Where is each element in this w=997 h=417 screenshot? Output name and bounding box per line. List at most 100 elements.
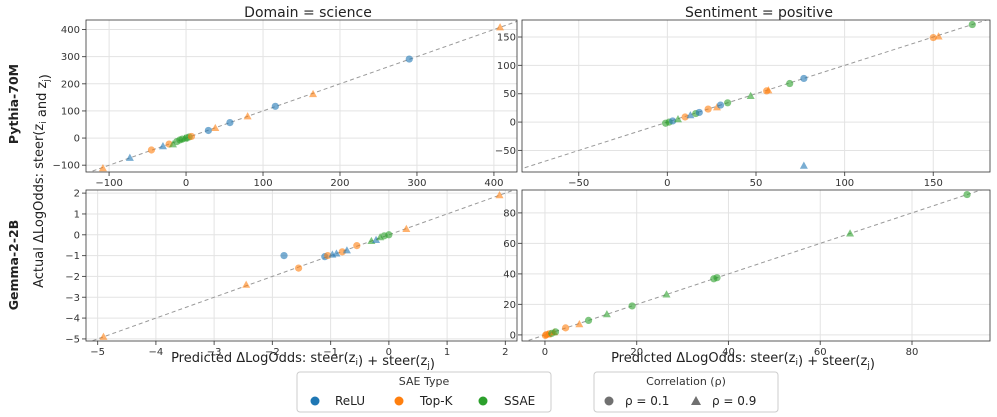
data-point-circle <box>681 113 689 121</box>
data-point-circle <box>294 264 303 272</box>
x-tick-label: 20 <box>630 347 643 358</box>
x-tick-label: 400 <box>484 178 503 189</box>
y-tick-label: −100 <box>53 161 80 172</box>
data-point-circle <box>204 126 212 135</box>
data-point-triangle <box>575 320 584 328</box>
legend-sae-frame <box>296 371 552 413</box>
y-tick-label: 0 <box>510 118 516 129</box>
data-point-triangle <box>99 332 108 340</box>
data-point-triangle <box>332 249 341 257</box>
y-tick-label: −4 <box>65 314 80 325</box>
y-tick-label: −2 <box>65 272 80 283</box>
x-tick-label: 0 <box>386 347 392 358</box>
legend-relu-label: ReLU <box>335 394 365 408</box>
data-point-circle <box>628 302 636 310</box>
data-point-circle <box>561 324 570 332</box>
legend-ssae-marker <box>478 396 488 406</box>
x-tick-label: −3 <box>207 347 222 358</box>
y-tick-label: −1 <box>65 251 80 262</box>
y-tick-label: 0 <box>74 230 80 241</box>
row-label-gemma: Gemma-2-2B <box>6 220 21 311</box>
data-point-circle <box>271 102 279 110</box>
panel-0: −100 0 100 200 300 400 −100 0 100 200 300 400 <box>53 19 518 189</box>
y-tick-label: 100 <box>497 61 516 72</box>
data-point-triangle <box>158 142 167 150</box>
data-point-triangle <box>342 246 351 254</box>
y-tick-label: 200 <box>61 79 80 90</box>
data-point-triangle <box>686 111 695 119</box>
y-tick-label: 50 <box>503 89 516 100</box>
data-point-triangle <box>764 86 773 94</box>
y-tick-label: 2 <box>74 189 80 200</box>
data-point-circle <box>187 132 196 141</box>
y-tick-label: 80 <box>503 208 516 219</box>
data-point-triangle <box>746 91 755 99</box>
legend-topk-label: Top-K <box>419 394 454 408</box>
y-tick-label: 40 <box>503 269 516 280</box>
identity-reference-line <box>90 190 516 341</box>
y-tick-label: −3 <box>65 293 80 304</box>
legend-ssae-label: SSAE <box>504 394 535 408</box>
y-tick-label: 60 <box>503 239 516 250</box>
x-tick-label: −4 <box>149 347 164 358</box>
data-point-triangle <box>846 229 855 237</box>
panel-frame <box>85 19 518 173</box>
x-axis-label-left: Predicted ΔLogOdds: steer(zi) + steer(zj… <box>171 351 435 372</box>
data-point-circle <box>669 117 677 125</box>
data-point-circle <box>963 190 971 199</box>
x-tick-label: 0 <box>542 347 548 358</box>
legend-triangle-marker <box>691 396 701 405</box>
legend-sae-type: SAE Type ReLU Top-K SSAE <box>296 371 552 413</box>
x-tick-label: 100 <box>253 178 272 189</box>
data-point-circle <box>724 99 732 107</box>
legend-sae-title: SAE Type <box>399 375 450 388</box>
y-tick-label: 400 <box>61 25 80 36</box>
x-tick-label: −100 <box>95 178 122 189</box>
y-axis-label: Actual ΔLogOdds: steer(zi and zj) <box>32 74 53 288</box>
x-tick-label: 200 <box>330 178 349 189</box>
data-point-triangle <box>309 89 318 98</box>
y-tick-label: −50 <box>495 146 516 157</box>
data-point-triangle <box>495 191 504 199</box>
x-tick-label: −50 <box>568 178 589 189</box>
x-tick-label: 60 <box>814 347 827 358</box>
x-tick-label: −2 <box>265 347 280 358</box>
x-tick-label: 50 <box>750 178 763 189</box>
legend-corr-title: Correlation (ρ) <box>646 375 726 388</box>
data-point-triangle <box>372 235 381 243</box>
data-point-circle <box>713 274 721 282</box>
plot-area <box>86 20 517 172</box>
y-tick-label: 0 <box>74 134 80 145</box>
data-point-triangle <box>98 164 107 172</box>
x-tick-label: 40 <box>722 347 735 358</box>
col-title-sentiment: Sentiment = positive <box>685 5 833 21</box>
x-axis-label-right: Predicted ΔLogOdds: steer(zi) + steer(zj… <box>611 351 875 372</box>
x-tick-label: 0 <box>664 178 670 189</box>
legend-correlation: Correlation (ρ) ρ = 0.1 ρ = 0.9 <box>593 371 779 413</box>
data-point-circle <box>968 20 976 29</box>
data-point-triangle <box>662 290 671 298</box>
data-point-triangle <box>211 123 220 132</box>
identity-reference-line <box>525 190 983 341</box>
data-point-circle <box>405 55 413 63</box>
data-point-circle <box>786 79 794 88</box>
data-point-circle <box>584 316 593 325</box>
legend-corr-frame <box>593 371 779 413</box>
row-label-pythia: Pythia-70M <box>6 64 21 144</box>
legend-rho-high-label: ρ = 0.9 <box>712 394 756 408</box>
y-tick-label: 0 <box>510 330 516 341</box>
x-tick-label: 100 <box>835 178 854 189</box>
data-point-triangle <box>496 23 505 31</box>
legend-rho-low-label: ρ = 0.1 <box>625 394 669 408</box>
panel-2: −5 −4 −3 −2 −1 0 1 2 −5 −4 −3 −2 −1 0 1 2 <box>65 189 518 358</box>
data-point-triangle <box>934 32 943 40</box>
data-point-circle <box>226 119 234 127</box>
data-point-circle <box>695 108 703 117</box>
data-point-triangle <box>242 280 251 288</box>
data-point-circle <box>353 242 361 250</box>
data-point-triangle <box>799 161 808 169</box>
y-tick-label: 20 <box>503 300 516 311</box>
data-point-circle <box>716 101 725 109</box>
data-point-circle <box>280 252 288 260</box>
